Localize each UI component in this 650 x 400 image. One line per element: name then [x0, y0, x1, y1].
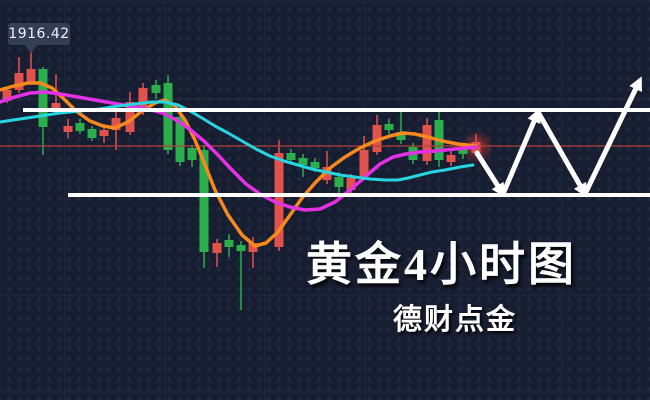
candle-body: [224, 240, 234, 247]
candle-body: [298, 158, 308, 165]
ma-mid-magenta: [0, 90, 478, 212]
watermark-signature: 德财点金: [393, 304, 518, 336]
candle-body: [51, 103, 61, 112]
candle-body: [75, 123, 85, 131]
candle-body: [2, 90, 12, 101]
ma-slow-cyan: [0, 100, 475, 182]
zigzag-segment: [582, 86, 639, 197]
candle-body: [138, 88, 148, 112]
candle-body: [151, 85, 161, 93]
candle-body: [310, 162, 320, 168]
candle-body: [236, 245, 246, 251]
candle-body: [212, 243, 222, 253]
candle-body: [26, 69, 36, 82]
candle-body: [63, 126, 73, 132]
candle-body: [187, 148, 197, 160]
candle-body: [346, 178, 356, 190]
candle-body: [286, 153, 296, 160]
candle-body: [458, 149, 468, 154]
last-price-pointer: [24, 44, 38, 53]
chart-title: 黄金4小时图: [306, 239, 577, 290]
zigzag-projection-arrows: [474, 76, 642, 198]
candle-body: [384, 124, 394, 130]
zigzag-segment: [535, 109, 583, 188]
candle-body: [87, 129, 97, 138]
candle-body: [396, 132, 406, 140]
zigzag-arrowhead: [629, 76, 642, 93]
candle-body: [199, 150, 209, 252]
candle-body: [125, 102, 135, 132]
zigzag-segment: [500, 118, 537, 197]
candle-body: [38, 69, 48, 127]
candle-body: [175, 117, 185, 162]
candle-body: [274, 153, 284, 247]
candle-body: [99, 130, 109, 136]
last-price-value: 1916.42: [8, 26, 70, 42]
candle-body: [422, 125, 432, 161]
zigzag-segment: [474, 150, 501, 189]
candle-body: [111, 118, 121, 130]
candle-body: [14, 73, 24, 90]
candle-body: [359, 150, 369, 177]
candle-body: [446, 155, 456, 162]
candle-body: [248, 243, 258, 252]
last-price-label: 1916.42: [8, 23, 70, 45]
ma-fast-orange: [0, 81, 478, 248]
candle-body: [334, 177, 344, 187]
